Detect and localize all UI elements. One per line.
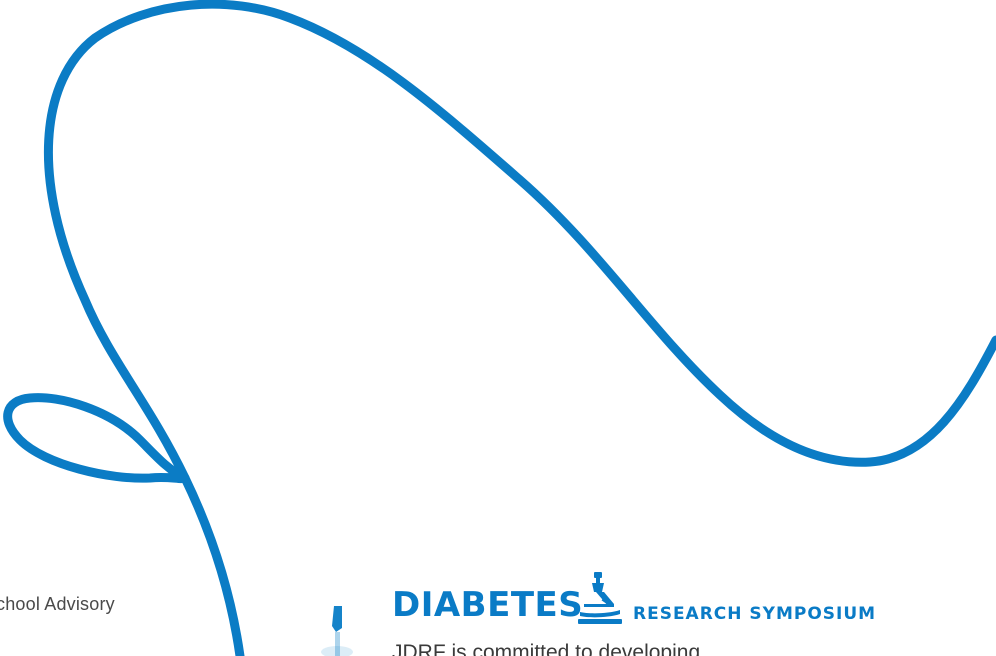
swirl-loop-path: [3, 393, 190, 484]
banner-title: DIABETES: [392, 585, 584, 625]
microscope-icon: [578, 572, 622, 624]
advisory-text-fragment: chool Advisory: [0, 594, 115, 614]
body-text-fragment: JDRF is committed to developing: [392, 641, 701, 656]
blue-figure-icon: [321, 606, 353, 656]
swirl-path: [43, 0, 996, 656]
banner-subtitle: RESEARCH SYMPOSIUM: [633, 604, 877, 624]
